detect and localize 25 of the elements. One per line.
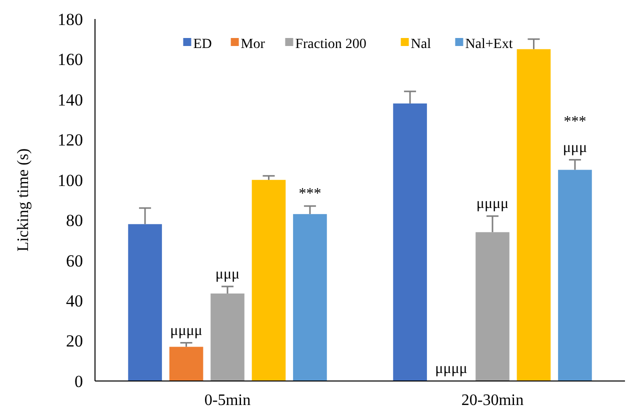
y-tick-label: 60 bbox=[66, 251, 83, 270]
x-tick-label: 0-5min bbox=[204, 392, 251, 409]
annotation: *** bbox=[298, 186, 322, 202]
y-axis-title: Licking time (s) bbox=[15, 148, 32, 252]
annotation: μμμμ bbox=[170, 322, 202, 339]
legend-label: ED bbox=[193, 36, 212, 52]
y-tick-label: 20 bbox=[66, 332, 83, 351]
y-tick-label: 100 bbox=[58, 170, 83, 190]
legend-label: Nal bbox=[410, 36, 432, 52]
legend-label: Mor bbox=[240, 36, 266, 52]
y-tick-label: 80 bbox=[66, 211, 83, 230]
y-tick-label: 0 bbox=[74, 372, 83, 391]
x-tick-label: 20-30min bbox=[461, 392, 524, 409]
annotation: μμμ bbox=[215, 266, 240, 282]
legend-label: Fraction 200 bbox=[295, 36, 366, 52]
annotation: μμμμ bbox=[476, 196, 509, 212]
y-tick-label: 40 bbox=[66, 292, 83, 311]
y-tick-label: 120 bbox=[58, 130, 83, 150]
y-tick-label: 140 bbox=[58, 90, 83, 110]
legend-label: Nal+Ext bbox=[465, 36, 513, 52]
y-tick-label: 180 bbox=[58, 10, 83, 29]
annotation: μμμμ bbox=[435, 361, 468, 377]
annotation: μμμ bbox=[562, 140, 588, 156]
y-tick-label: 160 bbox=[58, 50, 83, 70]
annotation: *** bbox=[564, 114, 586, 130]
